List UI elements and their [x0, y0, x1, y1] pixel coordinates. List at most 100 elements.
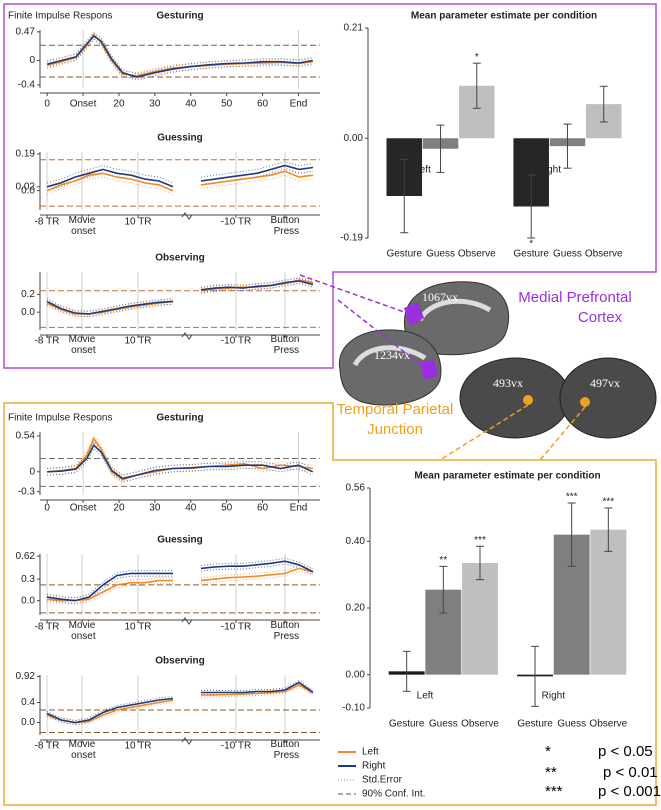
group-label: Right: [542, 691, 566, 702]
series-line: [46, 35, 313, 78]
x-tick-label: 30: [149, 503, 161, 514]
chart-title: Mean parameter estimate per condition: [411, 11, 597, 22]
x-tick-label: 20: [113, 99, 125, 110]
region-label: Junction: [367, 421, 423, 438]
region-label: Temporal Parietal: [337, 401, 454, 418]
significance-label: p < 0.01: [603, 764, 658, 781]
x-tick-label: End: [290, 503, 308, 514]
x-tick-label: 40: [185, 99, 197, 110]
series-line: [47, 436, 313, 481]
significance-mark: *: [475, 52, 479, 63]
bar: [462, 563, 498, 675]
x-tick-label: End: [290, 99, 308, 110]
x-tick-label: -8 TR: [35, 217, 60, 228]
std-error-line: [46, 282, 314, 318]
y-tick-label: 0.4: [21, 697, 35, 708]
x-tick-label: -10 TR: [221, 217, 251, 228]
x-tick-label: Movie onset: [68, 215, 95, 237]
series-line: [46, 170, 314, 192]
x-tick-label: Gesture: [517, 719, 553, 730]
std-error-line: [46, 564, 314, 599]
legend-label: 90% Conf. Int.: [362, 789, 425, 800]
chart-title: Observing: [155, 253, 204, 264]
y-tick-label: 0.02: [16, 181, 36, 192]
x-tick-label: 60: [257, 503, 269, 514]
y-tick-label: 0.0: [21, 185, 35, 196]
x-tick-label: 30: [149, 99, 161, 110]
x-tick-label: 10 TR: [124, 622, 151, 633]
y-tick-label: 0: [29, 55, 35, 66]
x-tick-label: Gesture: [386, 249, 422, 260]
y-tick-label: 0.19: [16, 149, 36, 160]
y-tick-label: -0.4: [18, 80, 36, 91]
x-tick-label: 10 TR: [124, 336, 151, 347]
bar: [590, 529, 627, 675]
x-tick-label: Gesture: [513, 249, 549, 260]
x-tick-label: Onset: [70, 99, 97, 110]
y-tick-label: 0.2: [21, 289, 35, 300]
significance-mark: ***: [602, 497, 614, 508]
x-tick-label: Guess: [426, 249, 455, 260]
significance-label: p < 0.05: [598, 743, 653, 760]
std-error-line: [47, 38, 313, 81]
std-error-line: [46, 283, 314, 318]
group-label: Right: [538, 165, 562, 176]
legend-label: Left: [362, 747, 379, 758]
series-line: [46, 164, 314, 188]
x-tick-label: 40: [185, 503, 197, 514]
x-tick-label: -10 TR: [221, 622, 251, 633]
axis-break: [181, 212, 193, 220]
y-tick-label: 0.21: [344, 23, 364, 34]
region-label: Cortex: [578, 309, 623, 326]
x-tick-label: 0: [44, 503, 50, 514]
series-line: [46, 280, 314, 315]
axis-break: [181, 617, 193, 625]
std-error-line: [46, 679, 314, 722]
y-tick-label: 0.92: [16, 671, 36, 682]
y-tick-label: 0.00: [346, 669, 366, 680]
x-tick-label: -10 TR: [221, 741, 251, 752]
x-tick-label: 20: [113, 503, 125, 514]
x-tick-label: Button Press: [271, 215, 300, 237]
x-tick-label: 0: [44, 99, 50, 110]
y-tick-label: -0.3: [18, 486, 36, 497]
chart-title: Observing: [155, 656, 204, 667]
std-error-line: [46, 570, 314, 604]
significance-stars: ***: [545, 783, 563, 800]
tpj-frame: [3, 402, 657, 806]
legend-label: Std.Error: [362, 775, 403, 786]
y-tick-label: 0.47: [16, 26, 36, 37]
std-error-line: [46, 557, 314, 599]
std-error-line: [46, 682, 314, 722]
y-tick-label: 0.54: [16, 431, 36, 442]
region-label: Medial Prefrontal: [518, 289, 631, 306]
std-error-line: [47, 31, 313, 74]
x-tick-label: Button Press: [271, 739, 300, 761]
y-tick-label: 0.3: [21, 574, 35, 585]
x-tick-label: Button Press: [271, 334, 300, 356]
x-tick-label: 60: [257, 99, 269, 110]
std-error-line: [46, 563, 314, 605]
group-label: Left: [414, 165, 431, 176]
voxel-count: 497vx: [590, 376, 620, 390]
std-error-line: [46, 276, 314, 312]
x-tick-label: Observe: [589, 719, 627, 730]
group-label: Left: [417, 691, 434, 702]
chart-title: Mean parameter estimate per condition: [414, 471, 600, 482]
x-tick-label: Observe: [458, 249, 496, 260]
x-tick-label: 10 TR: [124, 741, 151, 752]
std-error-line: [46, 161, 314, 184]
x-tick-label: Guess: [429, 719, 458, 730]
x-tick-label: -8 TR: [35, 622, 60, 633]
significance-mark: ***: [566, 492, 578, 503]
voxel-count: 1234vx: [374, 348, 410, 362]
significance-mark: *: [529, 239, 533, 250]
y-axis-label: Finite Impulse Respons: [8, 11, 113, 22]
axis-break: [181, 737, 193, 745]
std-error-line: [46, 174, 314, 195]
y-tick-label: 0.00: [344, 133, 364, 144]
std-error-line: [46, 277, 314, 312]
x-tick-label: Observe: [461, 719, 499, 730]
x-tick-label: Button Press: [271, 620, 300, 642]
series-line: [46, 560, 314, 602]
